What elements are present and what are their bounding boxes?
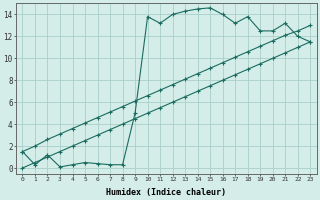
X-axis label: Humidex (Indice chaleur): Humidex (Indice chaleur) bbox=[106, 188, 226, 197]
